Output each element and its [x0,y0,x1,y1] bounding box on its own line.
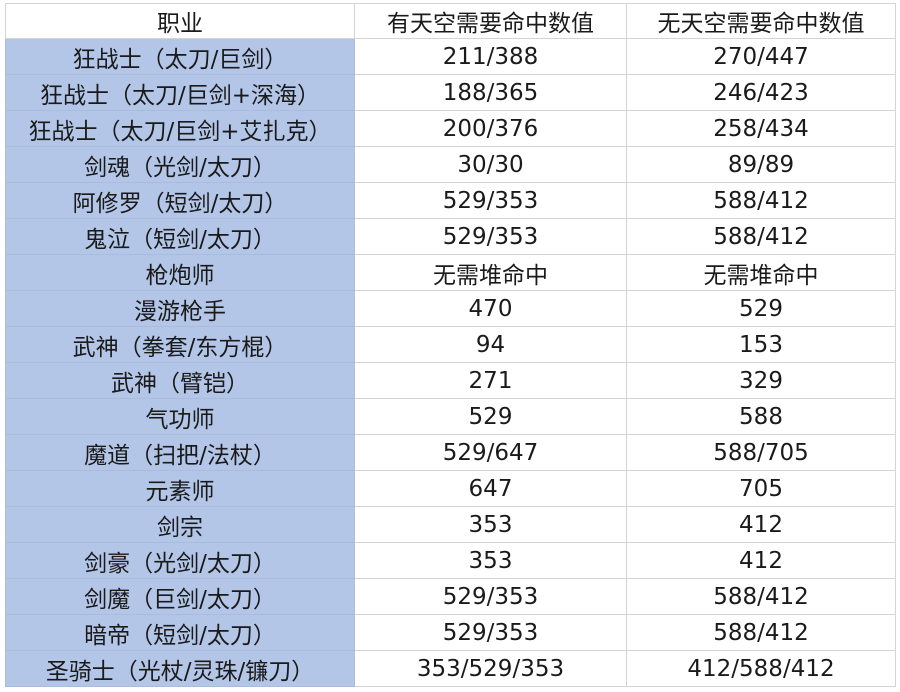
with-sky-cell: 529/353 [354,182,627,219]
job-cell: 暗帝（短剑/太刀） [5,614,355,651]
without-sky-cell: 412 [626,506,896,543]
with-sky-cell: 529/353 [354,614,627,651]
job-cell: 剑宗 [5,506,355,543]
hit-value-table: 职业 有天空需要命中数值 无天空需要命中数值 狂战士（太刀/巨剑） 211/388… [5,3,896,687]
without-sky-cell: 588/412 [626,578,896,615]
with-sky-cell: 529/647 [354,434,627,471]
job-cell: 元素师 [5,470,355,507]
with-sky-cell: 188/365 [354,74,627,111]
header-job: 职业 [5,3,355,39]
job-cell: 剑魔（巨剑/太刀） [5,578,355,615]
job-cell: 武神（臂铠） [5,362,355,399]
job-cell: 枪炮师 [5,254,355,291]
table-row: 剑魔（巨剑/太刀） 529/353 588/412 [5,578,896,615]
table-body: 狂战士（太刀/巨剑） 211/388 270/447 狂战士（太刀/巨剑+深海） 188… [5,38,896,687]
header-row: 职业 有天空需要命中数值 无天空需要命中数值 [5,3,896,39]
job-cell: 狂战士（太刀/巨剑+深海） [5,74,355,111]
with-sky-cell: 211/388 [354,38,627,75]
with-sky-cell: 200/376 [354,110,627,147]
with-sky-cell: 353 [354,542,627,579]
table-row: 剑魂（光剑/太刀） 30/30 89/89 [5,146,896,183]
table-row: 狂战士（太刀/巨剑+艾扎克） 200/376 258/434 [5,110,896,147]
with-sky-cell: 271 [354,362,627,399]
table-row: 剑豪（光剑/太刀） 353 412 [5,542,896,579]
without-sky-cell: 329 [626,362,896,399]
with-sky-cell: 529 [354,398,627,435]
job-cell: 气功师 [5,398,355,435]
job-cell: 阿修罗（短剑/太刀） [5,182,355,219]
table-row: 圣骑士（光杖/灵珠/镰刀） 353/529/353 412/588/412 [5,650,896,687]
without-sky-cell: 270/447 [626,38,896,75]
table-row: 武神（拳套/东方棍） 94 153 [5,326,896,363]
without-sky-cell: 529 [626,290,896,327]
without-sky-cell: 无需堆命中 [626,254,896,291]
job-cell: 武神（拳套/东方棍） [5,326,355,363]
job-cell: 剑豪（光剑/太刀） [5,542,355,579]
table-row: 狂战士（太刀/巨剑+深海） 188/365 246/423 [5,74,896,111]
with-sky-cell: 353 [354,506,627,543]
with-sky-cell: 353/529/353 [354,650,627,687]
with-sky-cell: 无需堆命中 [354,254,627,291]
table-row: 元素师 647 705 [5,470,896,507]
without-sky-cell: 412/588/412 [626,650,896,687]
without-sky-cell: 89/89 [626,146,896,183]
without-sky-cell: 246/423 [626,74,896,111]
with-sky-cell: 647 [354,470,627,507]
header-with-sky: 有天空需要命中数值 [354,3,627,39]
with-sky-cell: 94 [354,326,627,363]
without-sky-cell: 588/412 [626,614,896,651]
table-row: 剑宗 353 412 [5,506,896,543]
with-sky-cell: 30/30 [354,146,627,183]
table-row: 暗帝（短剑/太刀） 529/353 588/412 [5,614,896,651]
table-row: 魔道（扫把/法杖） 529/647 588/705 [5,434,896,471]
without-sky-cell: 153 [626,326,896,363]
table-row: 阿修罗（短剑/太刀） 529/353 588/412 [5,182,896,219]
header-without-sky: 无天空需要命中数值 [626,3,896,39]
job-cell: 圣骑士（光杖/灵珠/镰刀） [5,650,355,687]
job-cell: 狂战士（太刀/巨剑） [5,38,355,75]
table-row: 气功师 529 588 [5,398,896,435]
without-sky-cell: 588/412 [626,218,896,255]
without-sky-cell: 705 [626,470,896,507]
table-row: 武神（臂铠） 271 329 [5,362,896,399]
without-sky-cell: 412 [626,542,896,579]
without-sky-cell: 258/434 [626,110,896,147]
with-sky-cell: 470 [354,290,627,327]
table-row: 漫游枪手 470 529 [5,290,896,327]
table-row: 狂战士（太刀/巨剑） 211/388 270/447 [5,38,896,75]
without-sky-cell: 588 [626,398,896,435]
with-sky-cell: 529/353 [354,218,627,255]
table-header: 职业 有天空需要命中数值 无天空需要命中数值 [5,3,896,39]
job-cell: 魔道（扫把/法杖） [5,434,355,471]
without-sky-cell: 588/705 [626,434,896,471]
job-cell: 漫游枪手 [5,290,355,327]
with-sky-cell: 529/353 [354,578,627,615]
table-row: 枪炮师 无需堆命中 无需堆命中 [5,254,896,291]
job-cell: 鬼泣（短剑/太刀） [5,218,355,255]
table-row: 鬼泣（短剑/太刀） 529/353 588/412 [5,218,896,255]
without-sky-cell: 588/412 [626,182,896,219]
job-cell: 狂战士（太刀/巨剑+艾扎克） [5,110,355,147]
job-cell: 剑魂（光剑/太刀） [5,146,355,183]
